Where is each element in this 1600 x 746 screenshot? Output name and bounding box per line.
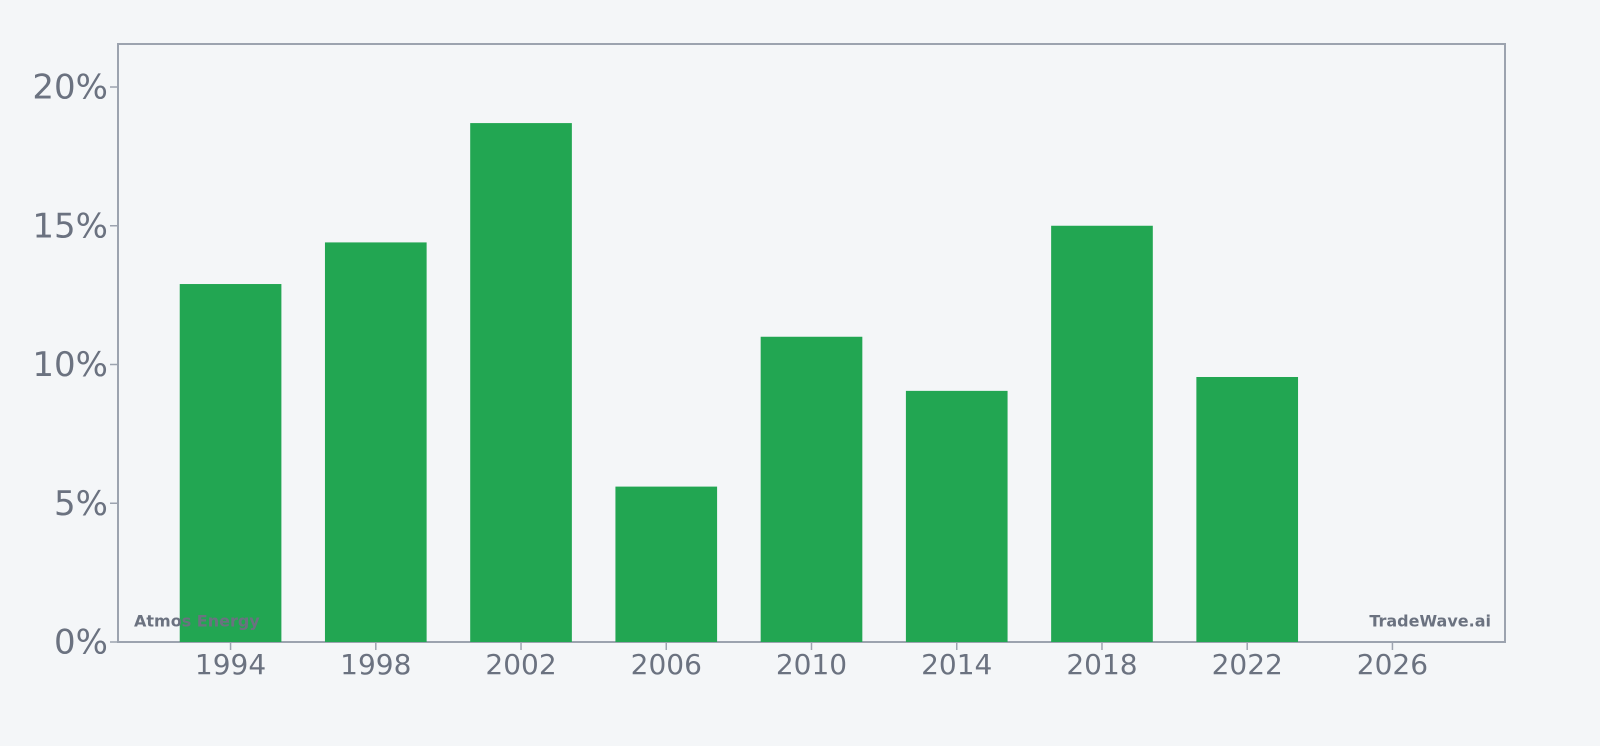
bar [1196, 376, 1299, 642]
watermark: TradeWave.ai [1369, 612, 1491, 631]
x-tick-label: 2022 [1212, 648, 1283, 681]
x-tick-label: 2026 [1357, 648, 1428, 681]
x-tick-label: 1998 [340, 648, 411, 681]
x-tick-label: 1994 [195, 648, 266, 681]
bar [1051, 225, 1153, 642]
x-tick-label: 2002 [485, 648, 556, 681]
y-tick-label: 15% [32, 206, 108, 246]
watermark: Atmos Energy [134, 612, 260, 631]
bar [324, 242, 427, 642]
bar [470, 123, 572, 643]
bar [179, 284, 282, 642]
x-tick-label: 2010 [776, 648, 847, 681]
bar [760, 336, 863, 642]
y-tick-label: 10% [32, 345, 108, 385]
x-tick-label: 2018 [1066, 648, 1137, 681]
bar [615, 486, 718, 642]
y-tick-label: 0% [54, 623, 108, 663]
y-tick-label: 20% [32, 68, 108, 108]
bar [905, 390, 1008, 642]
y-tick-label: 5% [54, 484, 108, 524]
x-tick-label: 2006 [631, 648, 702, 681]
x-tick-label: 2014 [921, 648, 992, 681]
